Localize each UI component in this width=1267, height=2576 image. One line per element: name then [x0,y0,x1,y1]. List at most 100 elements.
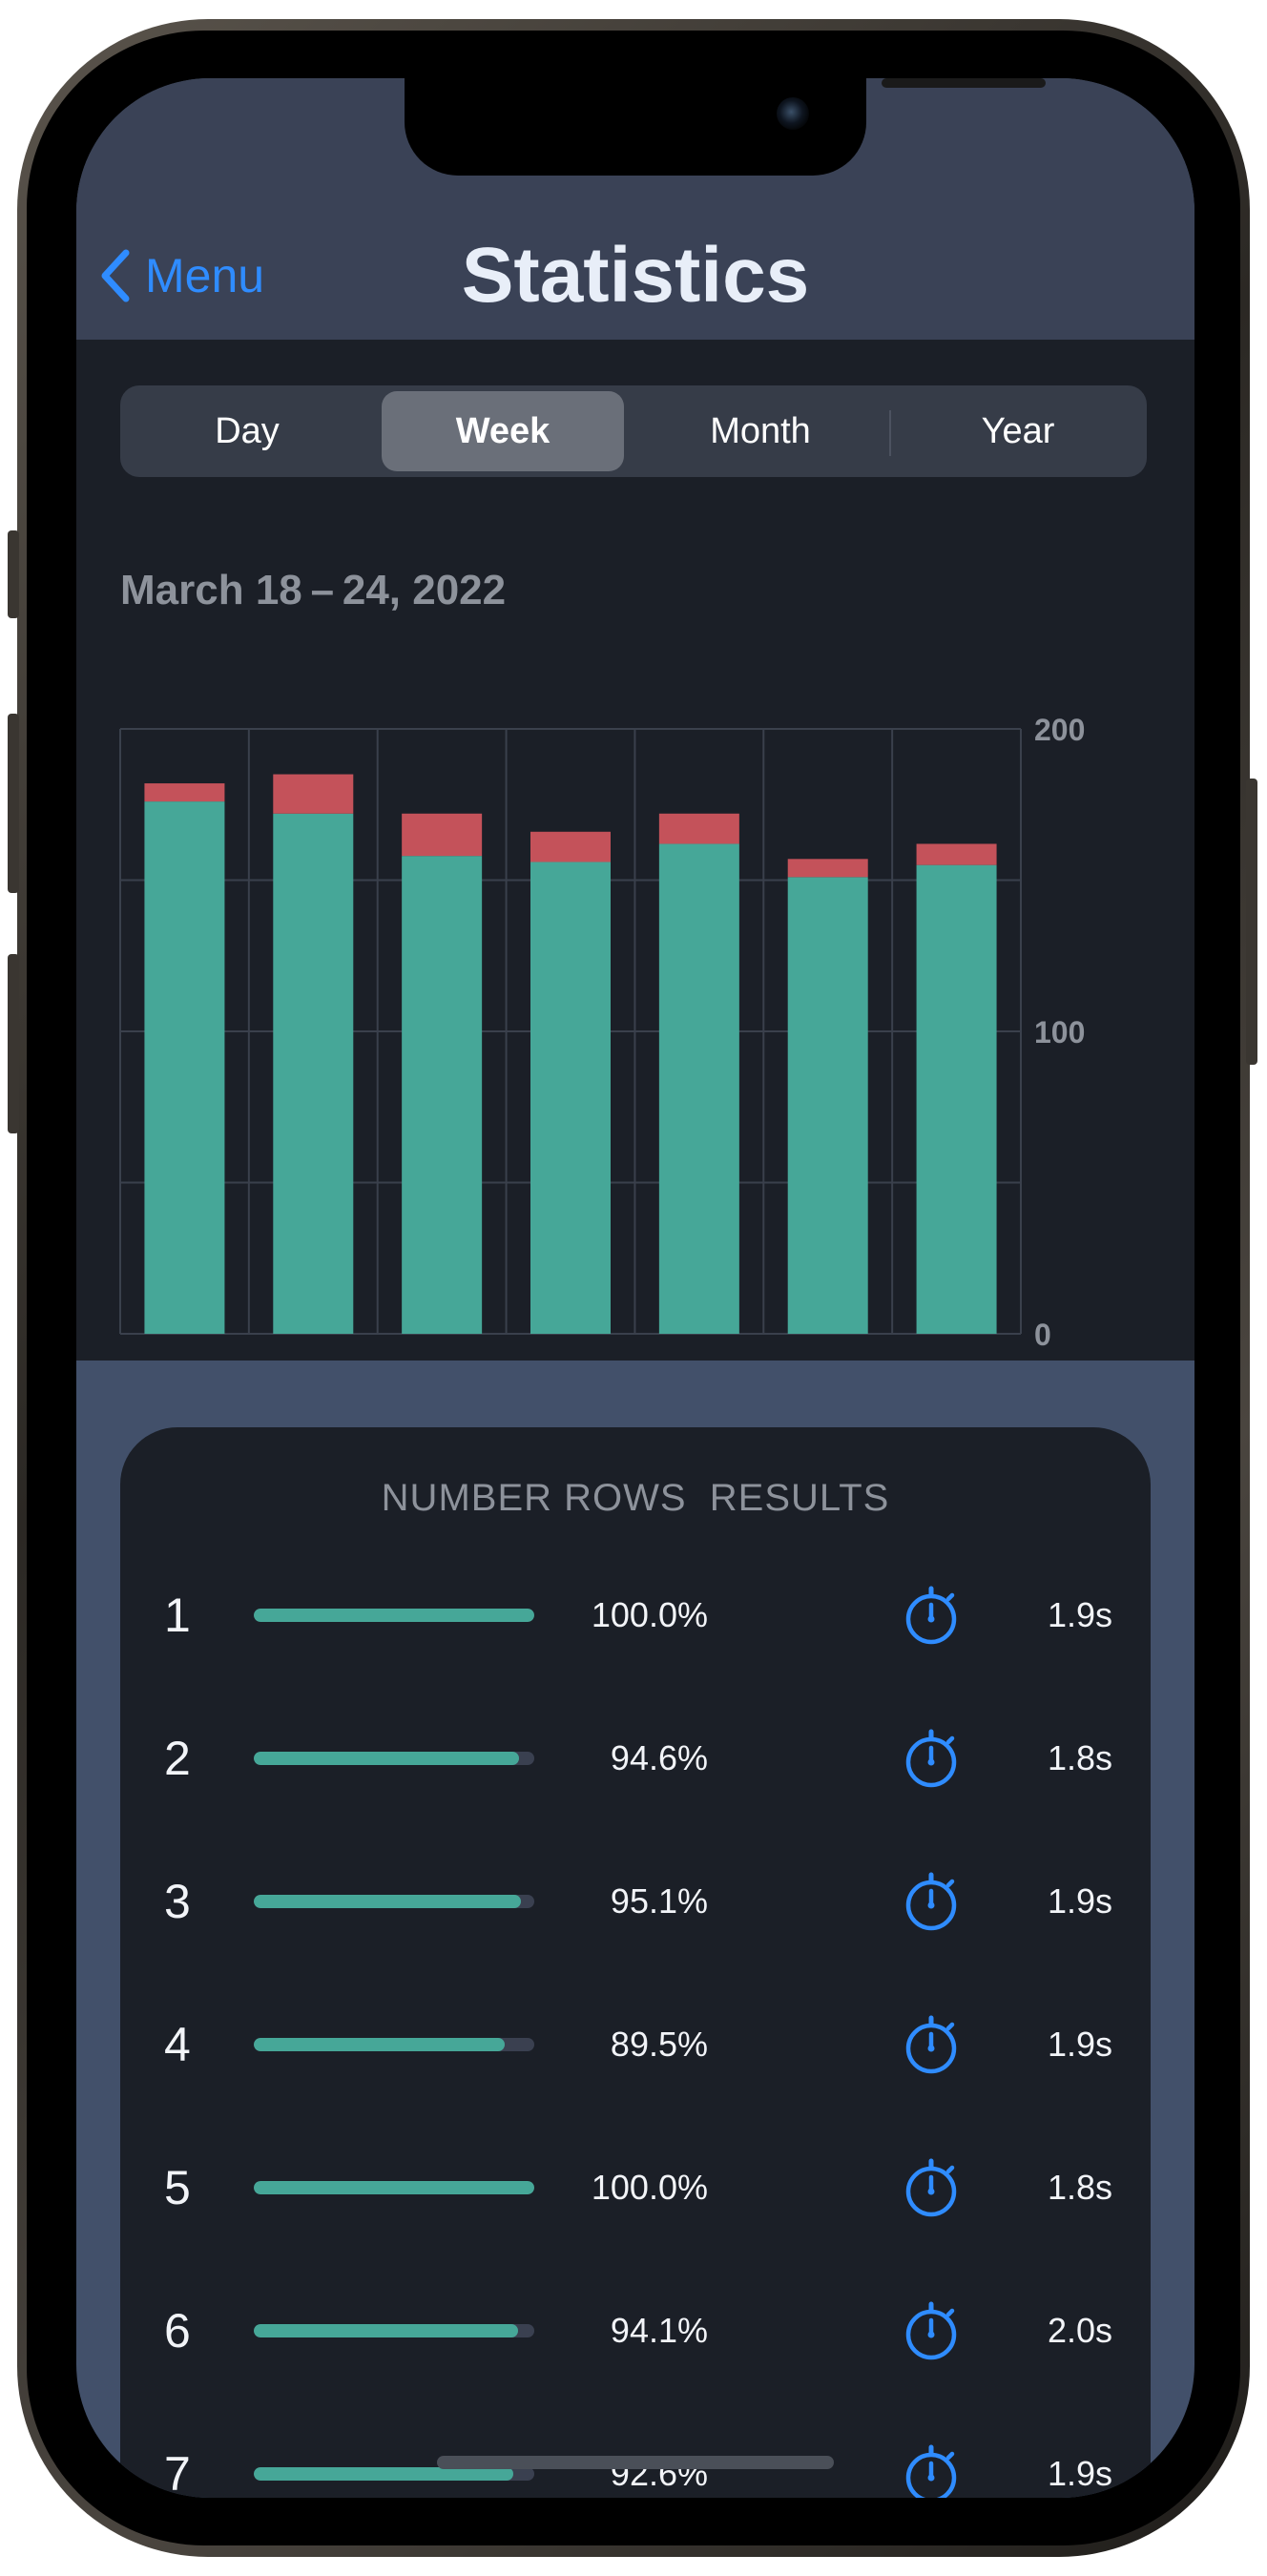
x-tick-label: Su [423,1356,462,1361]
accuracy-bar [254,2324,534,2337]
segment-week[interactable]: Week [382,391,624,471]
row-number: 3 [164,1875,191,1928]
chevron-left-icon [101,249,130,302]
side-button-silent [8,530,19,618]
speaker-grille [882,78,1046,88]
segment-year[interactable]: Year [897,391,1139,471]
segment-month-label: Month [710,410,811,451]
accuracy-bar-fill [254,2038,506,2051]
row-number: 7 [164,2447,191,2498]
x-tick-label: Tu [681,1356,717,1361]
accuracy-bar [254,2467,534,2481]
average-time: 1.8s [1047,2168,1112,2207]
accuracy-bar [254,1752,534,1765]
back-button[interactable]: Menu [99,248,264,303]
weekly-bar-chart: Fr Sa Su Mo Tu We Th 0 100 200 [119,713,1085,1361]
bar-incorrect [658,813,739,844]
page-title: Statistics [461,232,810,319]
side-button-power [1246,779,1257,1065]
bar-incorrect [530,831,611,862]
stopwatch-icon[interactable] [904,1729,958,1788]
result-row: 6 94.1% 2.0s [120,2282,1151,2378]
stopwatch-icon[interactable] [904,2301,958,2360]
x-tick-label: Th [938,1356,975,1361]
bar-correct [658,843,739,1334]
bar-incorrect [144,783,225,802]
y-tick-label: 100 [1034,1015,1085,1049]
accuracy-bar-fill [254,1752,520,1765]
accuracy-bar-fill [254,1895,521,1908]
results-card: NUMBER ROWS RESULTS 1 100.0% 1.9s 2 94.6% 1.8… [120,1427,1151,2498]
row-number: 4 [164,2018,191,2071]
accuracy-bar [254,1609,534,1622]
bar-correct [402,856,483,1334]
row-number: 2 [164,1732,191,1785]
accuracy-percent: 94.1% [610,2311,708,2350]
result-row: 1 100.0% 1.9s [120,1567,1151,1662]
row-number: 5 [164,2161,191,2214]
results-title: NUMBER ROWS RESULTS [381,1477,890,1519]
result-row: 3 95.1% 1.9s [120,1853,1151,1948]
accuracy-bar-fill [254,2467,514,2481]
accuracy-bar-fill [254,1609,534,1622]
accuracy-percent: 89.5% [610,2025,708,2064]
bar-correct [530,862,611,1334]
navigation-bar: Menu Statistics [76,78,1194,340]
average-time: 1.9s [1047,2454,1112,2493]
accuracy-bar [254,2181,534,2194]
notch [405,78,1046,176]
period-segmented-control: Day Week Month Year [120,385,1147,477]
result-row: 5 100.0% 1.8s [120,2139,1151,2234]
result-row: 4 89.5% 1.9s [120,1996,1151,2091]
average-time: 1.8s [1047,1738,1112,1777]
stopwatch-icon[interactable] [904,2158,958,2217]
segment-month[interactable]: Month [639,391,882,471]
x-tick-label: Mo [549,1356,592,1361]
segment-week-label: Week [455,410,550,451]
screen: Menu Statistics Day Week Month Year Marc… [76,78,1194,2498]
bar-incorrect [787,859,868,878]
accuracy-bar [254,1895,534,1908]
accuracy-percent: 94.6% [610,1738,708,1777]
bar-correct [916,864,997,1334]
row-number: 1 [164,1589,191,1642]
average-time: 1.9s [1047,1595,1112,1634]
accuracy-bar [254,2038,534,2051]
chart-panel: Day Week Month Year March 18 – 24, 2022 … [76,340,1194,1361]
average-time: 1.9s [1047,1881,1112,1921]
average-time: 1.9s [1047,2025,1112,2064]
y-tick-label: 200 [1034,713,1085,747]
x-tick-label: Sa [295,1356,332,1361]
accuracy-percent: 95.1% [610,1881,708,1921]
bar-incorrect [273,774,354,814]
stopwatch-icon[interactable] [904,1872,958,1931]
bar-correct [787,877,868,1334]
segment-day-label: Day [215,410,280,451]
row-number: 6 [164,2304,191,2358]
accuracy-percent: 100.0% [591,2168,708,2207]
bar-incorrect [402,813,483,857]
segment-day[interactable]: Day [126,391,368,471]
x-tick-label: We [805,1356,850,1361]
date-range-label: March 18 – 24, 2022 [120,567,507,613]
segment-divider [889,410,891,456]
stopwatch-icon[interactable] [904,2015,958,2074]
side-button-volume-up [8,714,19,893]
home-indicator[interactable] [437,2456,834,2469]
stopwatch-icon[interactable] [904,2444,958,2498]
bar-correct [273,813,354,1334]
stopwatch-icon[interactable] [904,1586,958,1645]
accuracy-percent: 100.0% [591,1595,708,1634]
bar-correct [144,801,225,1334]
average-time: 2.0s [1047,2311,1112,2350]
front-camera [777,97,809,130]
segment-year-label: Year [981,410,1055,451]
result-row: 2 94.6% 1.8s [120,1710,1151,1805]
side-button-volume-down [8,954,19,1133]
accuracy-bar-fill [254,2324,518,2337]
back-button-label: Menu [145,249,265,302]
x-tick-label: Fr [169,1356,199,1361]
accuracy-bar-fill [254,2181,534,2194]
bar-incorrect [916,843,997,865]
result-row: 7 92.6% 1.9s [120,2425,1151,2498]
